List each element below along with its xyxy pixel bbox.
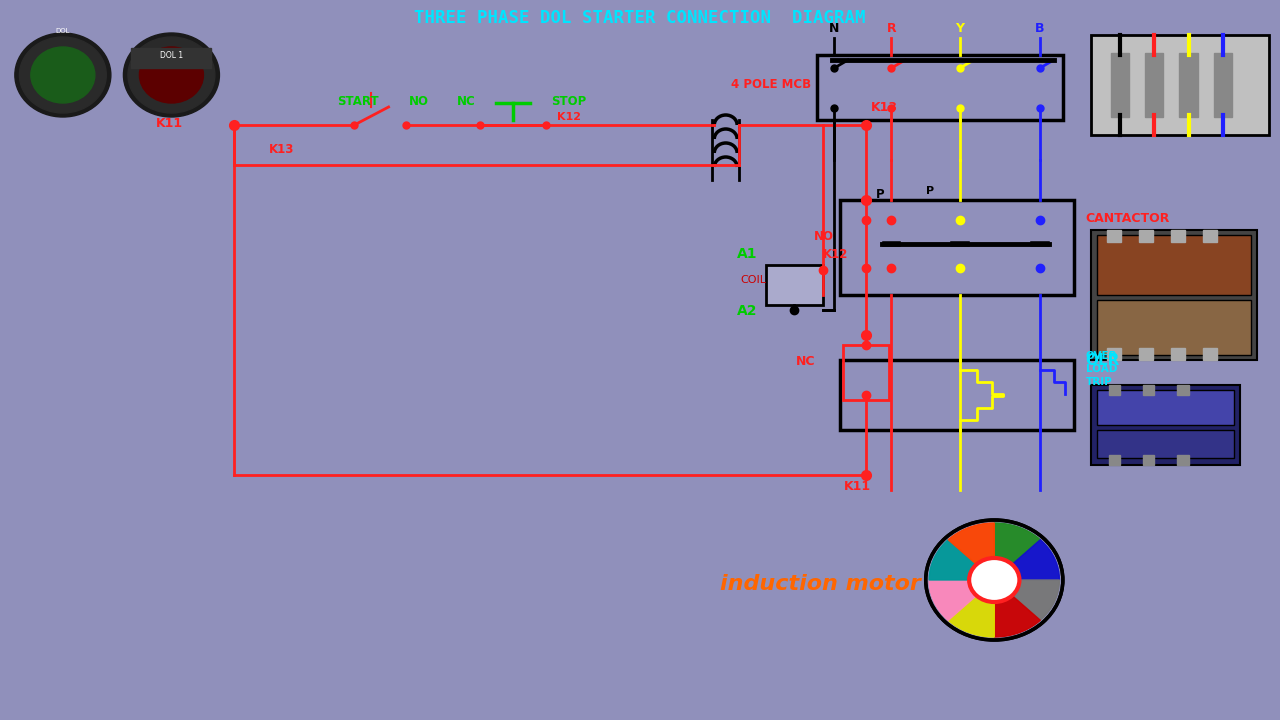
Circle shape <box>123 33 219 117</box>
Text: P: P <box>876 188 884 201</box>
Bar <box>1179 53 1198 117</box>
Text: STOP: STOP <box>550 95 586 108</box>
Polygon shape <box>929 580 995 621</box>
Text: K13: K13 <box>269 143 294 156</box>
Bar <box>1143 455 1155 465</box>
Circle shape <box>31 47 95 103</box>
Polygon shape <box>995 523 1041 580</box>
Text: 4 POLE MCB: 4 POLE MCB <box>731 78 812 91</box>
Polygon shape <box>948 523 995 580</box>
Bar <box>1092 35 1268 135</box>
Text: K11: K11 <box>156 117 183 130</box>
Bar <box>1108 385 1120 395</box>
Text: Y: Y <box>955 22 965 35</box>
Polygon shape <box>929 540 995 580</box>
Bar <box>1178 455 1189 465</box>
Text: A1: A1 <box>737 247 758 261</box>
Bar <box>1143 385 1155 395</box>
Bar <box>1097 430 1234 458</box>
Bar <box>1097 300 1252 355</box>
Bar <box>1108 455 1120 465</box>
Bar <box>1092 230 1257 360</box>
Bar <box>132 48 211 68</box>
Text: NC: NC <box>457 95 476 108</box>
Bar <box>840 200 1074 295</box>
Text: induction motor: induction motor <box>719 574 920 594</box>
Circle shape <box>128 37 215 113</box>
Circle shape <box>19 37 106 113</box>
Polygon shape <box>948 580 995 637</box>
Bar <box>765 265 823 305</box>
Text: K12: K12 <box>823 248 849 261</box>
Text: OLR: OLR <box>1085 353 1120 368</box>
Text: NO: NO <box>410 95 429 108</box>
Text: K13: K13 <box>870 101 897 114</box>
Circle shape <box>969 558 1019 602</box>
Text: N: N <box>829 22 840 35</box>
Polygon shape <box>995 580 1060 621</box>
Bar <box>844 345 890 400</box>
Text: DOL 1: DOL 1 <box>160 51 183 60</box>
Bar <box>1107 230 1121 242</box>
Text: P: P <box>925 186 934 196</box>
Circle shape <box>15 33 111 117</box>
Text: NO: NO <box>814 230 833 243</box>
Bar <box>1097 235 1252 295</box>
Bar <box>1139 230 1153 242</box>
Polygon shape <box>995 540 1060 580</box>
Text: K12: K12 <box>557 112 581 122</box>
Bar <box>1092 385 1240 465</box>
Text: R: R <box>887 22 896 35</box>
Bar <box>1171 230 1185 242</box>
Polygon shape <box>995 580 1041 637</box>
Text: A2: A2 <box>737 304 758 318</box>
Bar <box>1178 385 1189 395</box>
Bar <box>1107 348 1121 360</box>
Text: CANTACTOR: CANTACTOR <box>1085 212 1170 225</box>
Text: COIL: COIL <box>741 275 767 285</box>
Bar <box>1139 348 1153 360</box>
Circle shape <box>983 570 1006 590</box>
Text: OVER
LOAD
TRIP: OVER LOAD TRIP <box>1085 351 1117 387</box>
Bar <box>1203 348 1217 360</box>
Bar <box>1146 53 1164 117</box>
Bar <box>1111 53 1129 117</box>
Bar <box>840 360 1074 430</box>
Bar <box>1097 390 1234 425</box>
Text: START: START <box>337 95 379 108</box>
Circle shape <box>140 47 204 103</box>
Bar <box>1213 53 1231 117</box>
Bar <box>1203 230 1217 242</box>
Bar <box>1171 348 1185 360</box>
Text: K11: K11 <box>844 480 870 493</box>
Text: B: B <box>1036 22 1044 35</box>
Text: THREE PHASE DOL STARTER CONNECTION  DIAGRAM: THREE PHASE DOL STARTER CONNECTION DIAGR… <box>415 9 865 27</box>
Bar <box>817 55 1062 120</box>
Text: DOL: DOL <box>55 28 70 34</box>
Text: NC: NC <box>795 355 815 368</box>
